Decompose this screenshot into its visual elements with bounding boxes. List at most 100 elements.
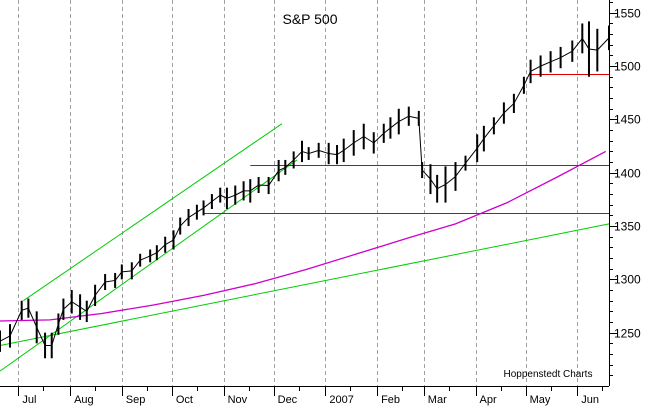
price-connector	[21, 307, 29, 311]
price-connector	[86, 295, 96, 312]
price-connector	[383, 127, 391, 134]
price-connector	[445, 176, 456, 185]
month-label-feb: Feb	[381, 394, 400, 406]
price-connector	[336, 149, 344, 156]
vertical-grid	[18, 0, 578, 386]
month-label-sep: Sep	[126, 394, 146, 406]
y-tick-label-1350: 1350	[614, 220, 641, 234]
price-connector	[0, 335, 11, 342]
price-connector	[173, 225, 181, 241]
month-label-jul: Jul	[22, 394, 36, 406]
price-connector	[343, 142, 355, 151]
price-connector	[571, 38, 583, 52]
price-connector	[455, 162, 466, 177]
price-connector	[63, 301, 73, 310]
price-connector	[71, 301, 81, 308]
price-connector	[258, 184, 269, 187]
price-connector	[188, 211, 198, 218]
price-connector	[373, 132, 385, 144]
price-connector	[156, 244, 166, 254]
price-connector	[430, 178, 438, 190]
chart-title: S&P 500	[282, 11, 337, 27]
price-connector	[131, 259, 141, 272]
price-connector	[421, 169, 431, 180]
price-connector	[503, 103, 515, 114]
y-tick-label-1400: 1400	[614, 167, 641, 181]
y-tick-label-1500: 1500	[614, 60, 641, 74]
price-connector	[318, 149, 329, 155]
price-connector	[408, 115, 419, 119]
price-connector	[27, 307, 38, 328]
price-connector	[114, 271, 123, 281]
price-connector	[293, 151, 303, 161]
price-connector	[308, 149, 319, 155]
month-label-may: May	[530, 394, 551, 406]
price-connector	[51, 324, 59, 346]
price-connector	[121, 270, 132, 273]
price-connector	[220, 194, 228, 199]
source-label: Hoppenstedt Charts	[504, 369, 593, 380]
price-connector	[211, 194, 221, 202]
y-tick-label-1550: 1550	[614, 7, 641, 21]
month-label-jun: Jun	[581, 394, 599, 406]
support-lines	[203, 74, 609, 214]
month-label-oct: Oct	[176, 394, 193, 406]
moving-average	[0, 150, 607, 322]
price-connector	[94, 281, 106, 296]
price-connector	[493, 112, 505, 127]
month-label-aug: Aug	[74, 394, 94, 406]
ma-line	[0, 150, 607, 322]
y-tick-label-1250: 1250	[614, 327, 641, 341]
price-connector	[226, 194, 236, 199]
price-connector	[530, 65, 541, 72]
price-connector	[139, 255, 151, 261]
price-series	[0, 21, 610, 359]
price-connector	[203, 201, 213, 209]
price-connector	[164, 239, 174, 246]
price-connector	[235, 190, 244, 196]
price-connector	[465, 147, 478, 164]
price-connector	[179, 217, 189, 227]
price-connector	[353, 136, 365, 144]
price-connector	[513, 85, 525, 104]
price-connector	[550, 57, 561, 63]
price-connector	[278, 166, 286, 172]
price-connector	[284, 159, 294, 168]
price-connector	[483, 125, 495, 139]
price-connector	[560, 50, 573, 59]
price-connector	[268, 170, 280, 186]
price-connector	[390, 121, 400, 129]
price-connector	[523, 71, 532, 86]
axes	[0, 0, 617, 396]
price-connector	[249, 184, 259, 192]
price-connector	[398, 115, 410, 122]
month-label-mar: Mar	[428, 394, 447, 406]
price-connector	[588, 48, 598, 51]
price-connector	[418, 118, 423, 171]
trendline-channel-upper	[23, 123, 283, 302]
axis-labels: Jul Aug Sep Oct Nov Dec 2007 Feb Mar Apr May Jun 125…	[22, 7, 641, 406]
trendline-long-term-support	[0, 223, 610, 346]
price-connector	[476, 138, 485, 149]
price-connector	[301, 150, 309, 155]
month-label-apr: Apr	[480, 394, 497, 406]
price-connector	[436, 184, 446, 190]
price-connector	[363, 136, 375, 144]
month-label-nov: Nov	[228, 394, 248, 406]
price-connector	[196, 207, 204, 213]
trend-lines	[0, 123, 610, 372]
price-connector	[596, 37, 610, 51]
price-connector	[540, 61, 551, 67]
price-connector	[581, 38, 590, 50]
y-tick-label-1450: 1450	[614, 113, 641, 127]
price-connector	[105, 279, 116, 283]
month-label-2007: 2007	[329, 394, 353, 406]
price-connector	[9, 310, 23, 337]
price-connector	[57, 309, 64, 325]
month-label-dec: Dec	[278, 394, 298, 406]
price-connector	[149, 252, 158, 257]
price-connector	[79, 306, 88, 312]
price-connector	[36, 327, 46, 346]
price-connector	[328, 153, 338, 156]
